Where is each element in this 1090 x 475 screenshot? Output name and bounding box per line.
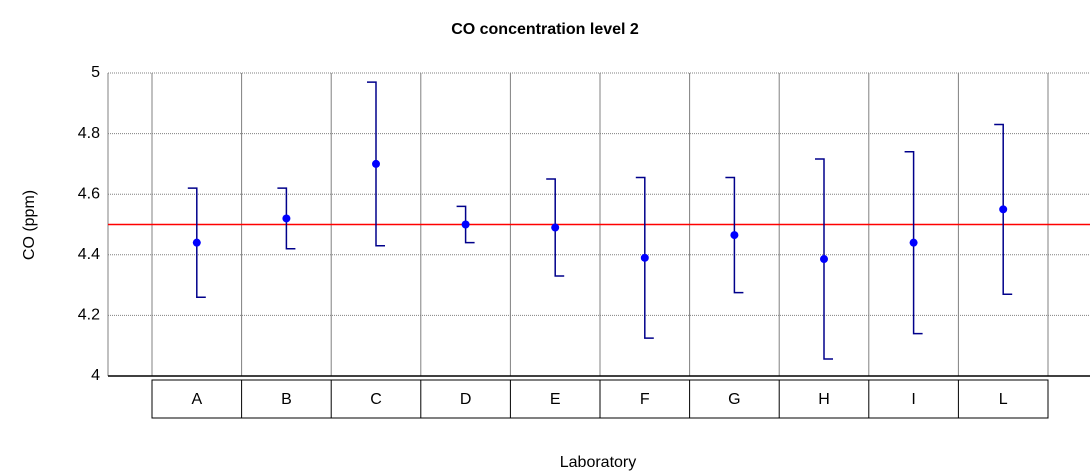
data-point [640, 253, 649, 262]
data-point [282, 214, 291, 223]
data-point [820, 255, 828, 264]
x-tick-label: D [460, 391, 472, 408]
y-tick-label: 5 [91, 64, 100, 81]
chart-title: CO concentration level 2 [451, 21, 639, 38]
y-axis-label: CO (ppm) [21, 190, 38, 260]
data-point [551, 223, 560, 232]
x-tick-label: G [728, 391, 740, 408]
x-tick-label: A [191, 391, 202, 408]
x-tick-label: B [281, 391, 292, 408]
x-tick-label: L [999, 391, 1008, 408]
data-point [909, 238, 918, 247]
data-point [372, 159, 380, 168]
y-tick-label: 4.4 [78, 246, 100, 263]
y-tick-label: 4.8 [78, 125, 100, 142]
y-tick-label: 4.6 [78, 185, 100, 202]
x-axis-label: Laboratory [560, 454, 637, 471]
y-tick-label: 4 [91, 367, 100, 384]
data-point [192, 238, 201, 247]
y-tick-label: 4.2 [78, 307, 100, 324]
x-tick-label: H [818, 391, 830, 408]
data-point [730, 231, 739, 240]
x-tick-label: C [370, 391, 382, 408]
category-box [151, 379, 1049, 419]
data-point [999, 205, 1008, 214]
x-tick-label: F [640, 391, 650, 408]
x-tick-label: E [550, 391, 561, 408]
data-point [461, 220, 470, 229]
x-tick-label: I [911, 391, 915, 408]
